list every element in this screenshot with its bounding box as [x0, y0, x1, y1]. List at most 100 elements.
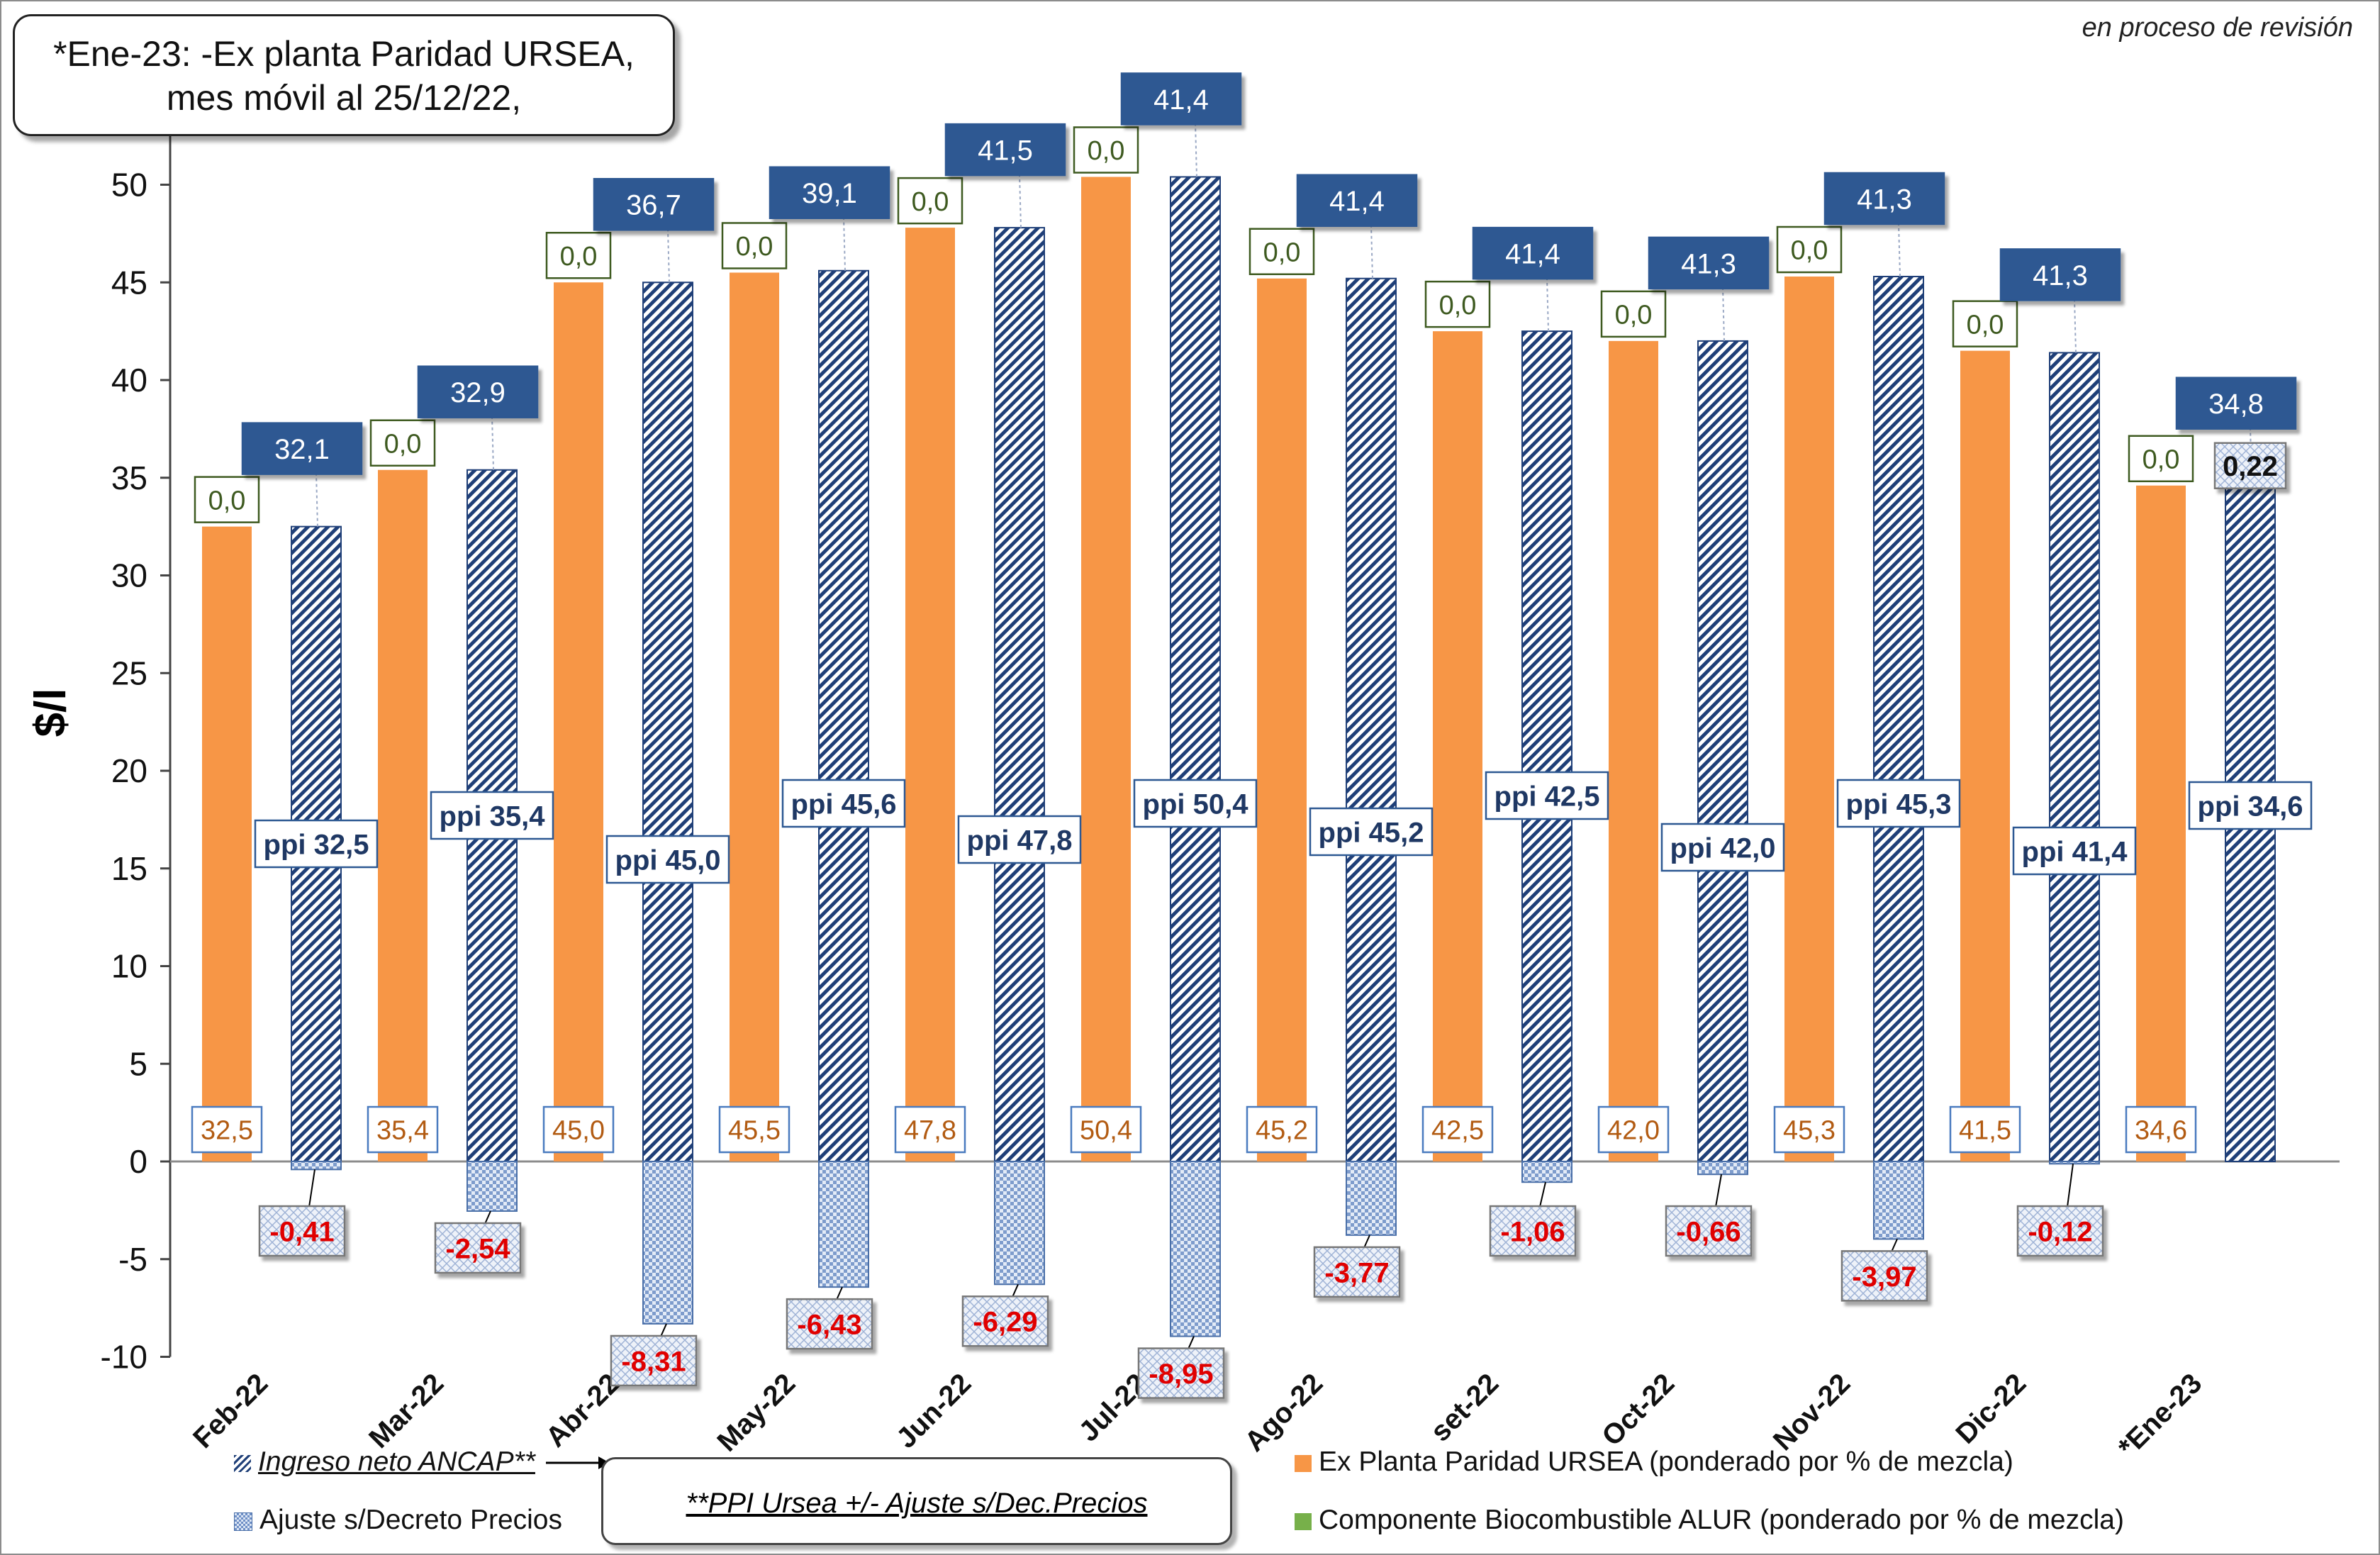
- ajuste-leader: [484, 1210, 491, 1225]
- ppi-label-text: ppi 41,4: [2022, 836, 2128, 867]
- ajuste-leader: [836, 1286, 843, 1300]
- ajuste-leader: [2067, 1164, 2074, 1208]
- ex-planta-label-box: [894, 1105, 966, 1154]
- ex-planta-label-text: 42,0: [1607, 1116, 1660, 1146]
- x-tick-label: *Ene-23: [2112, 1368, 2208, 1464]
- ingreso-leader: [1195, 123, 1197, 177]
- ex-planta-label-box: [1246, 1105, 1318, 1154]
- biocombustible-label-text: 0,0: [1791, 236, 1828, 266]
- ex-planta-label-text: 47,8: [904, 1116, 956, 1146]
- y-tick-label: 20: [111, 752, 147, 789]
- ex-planta-label: 45,3: [1773, 1105, 1845, 1154]
- ex-planta-label-box: [2125, 1105, 2197, 1154]
- ingreso-bar: [1697, 340, 1748, 1162]
- ex-planta-bar: [1257, 278, 1307, 1161]
- ppi-label: ppi 41,4: [2012, 826, 2137, 876]
- ajuste-label-text: -1,06: [1500, 1216, 1565, 1247]
- ajuste-label: -0,12: [2016, 1205, 2104, 1257]
- ajuste-label-text: -6,29: [973, 1307, 1037, 1338]
- ingreso-label-box: [1120, 72, 1242, 126]
- ex-planta-label-box: [1070, 1105, 1142, 1154]
- biocombustible-label-box: [721, 222, 788, 269]
- ingreso-label: 36,7: [593, 178, 715, 231]
- ajuste-label-box: [1313, 1246, 1401, 1298]
- ingreso-leader: [315, 472, 318, 527]
- biocombustible-label-text: 0,0: [560, 242, 598, 272]
- ex-planta-bar: [1609, 340, 1658, 1161]
- ajuste-label-box: [961, 1295, 1049, 1347]
- ajuste-leader: [1539, 1181, 1546, 1208]
- biocombustible-label-box: [2128, 435, 2194, 483]
- ex-planta-bar: [1960, 350, 2010, 1161]
- ppi-label-box: [1485, 771, 1609, 820]
- note-line-2: mes móvil al 25/12/22,: [166, 78, 522, 118]
- biocombustible-label-text: 0,0: [1967, 310, 2004, 340]
- x-tick-label: Ago-22: [1239, 1368, 1329, 1458]
- ingreso-leader: [667, 228, 670, 283]
- ex-planta-label-text: 45,5: [728, 1116, 781, 1146]
- ingreso-label-box: [944, 123, 1066, 177]
- hatch-swatch-icon: [234, 1454, 251, 1472]
- ppi-label-box: [2188, 781, 2313, 830]
- legend-item-ingreso: Ingreso neto ANCAP**: [234, 1447, 535, 1478]
- ajuste-label: -6,43: [786, 1298, 873, 1350]
- ingreso-leader: [1722, 286, 1725, 341]
- ppi-label-text: ppi 45,0: [615, 845, 721, 876]
- x-tick-label: Feb-22: [187, 1368, 274, 1454]
- ingreso-label-text: 41,4: [1329, 186, 1385, 217]
- ajuste-bar: [2049, 1161, 2100, 1165]
- ex-planta-label: 42,0: [1597, 1105, 1670, 1154]
- ppi-label-text: ppi 34,6: [2198, 791, 2303, 822]
- ex-planta-label-box: [718, 1105, 790, 1154]
- ppi-label: ppi 42,0: [1660, 823, 1785, 872]
- ex-planta-label-text: 50,4: [1080, 1116, 1132, 1146]
- ingreso-leader: [1019, 174, 1022, 228]
- ex-planta-label-text: 41,5: [1959, 1116, 2011, 1146]
- ingreso-label-text: 41,3: [1681, 248, 1736, 279]
- ex-planta-label-box: [1421, 1105, 1494, 1154]
- biocombustible-label-box: [1600, 290, 1667, 338]
- ingreso-leader: [1898, 222, 1901, 277]
- y-axis-label: $/l: [26, 689, 75, 737]
- y-tick-label: 50: [111, 167, 147, 204]
- ingreso-label: 41,4: [1120, 72, 1242, 126]
- ex-planta-label: 42,5: [1421, 1105, 1494, 1154]
- ajuste-bar: [1521, 1161, 1572, 1183]
- ex-planta-label-box: [1773, 1105, 1845, 1154]
- orange-swatch-icon: [1295, 1454, 1312, 1472]
- y-tick-label: -10: [101, 1339, 147, 1376]
- ex-planta-label-box: [191, 1105, 263, 1154]
- ingreso-label-text: 36,7: [626, 190, 681, 221]
- ex-planta-label: 45,0: [542, 1105, 615, 1154]
- ajuste-label-text: -2,54: [445, 1233, 510, 1264]
- biocombustible-label-text: 0,0: [1263, 238, 1301, 267]
- ajuste-label-text: -0,12: [2028, 1216, 2092, 1247]
- ex-planta-label-text: 35,4: [376, 1116, 429, 1146]
- ingreso-label-box: [1296, 174, 1418, 227]
- ex-planta-bar: [378, 469, 428, 1161]
- biocombustible-label-box: [194, 476, 260, 523]
- ingreso-label: 41,4: [1296, 174, 1418, 227]
- ingreso-label-text: 41,3: [1857, 184, 1912, 215]
- y-tick-label: 0: [129, 1143, 147, 1180]
- ppi-label-box: [2012, 826, 2137, 876]
- ajuste-label: 0,22: [2213, 442, 2287, 489]
- ingreso-label-text: 41,4: [1505, 239, 1560, 270]
- x-tick-label: set-22: [1424, 1368, 1504, 1448]
- ajuste-bar: [1873, 1161, 1924, 1240]
- ingreso-bar: [1346, 277, 1397, 1162]
- biocombustible-label: 0,0: [1600, 290, 1667, 338]
- ingreso-label: 39,1: [769, 166, 890, 219]
- ajuste-bar: [1697, 1161, 1748, 1176]
- ppi-label-text: ppi 32,5: [264, 829, 369, 860]
- ajuste-leader: [308, 1169, 315, 1208]
- ex-planta-label-text: 32,5: [201, 1116, 253, 1146]
- ex-planta-bar: [905, 228, 955, 1161]
- ingreso-label: 32,9: [417, 365, 539, 418]
- ex-planta-label-text: 45,0: [552, 1116, 605, 1146]
- ingreso-leader: [1546, 277, 1549, 332]
- x-tick-label: Nov-22: [1767, 1368, 1856, 1456]
- data-labels: 32,5 0,0 ppi 32,5 32,1 -0,41 35,4 0,0 ppi 35,4 3…: [191, 72, 2313, 1399]
- y-tick-label: 40: [111, 362, 147, 398]
